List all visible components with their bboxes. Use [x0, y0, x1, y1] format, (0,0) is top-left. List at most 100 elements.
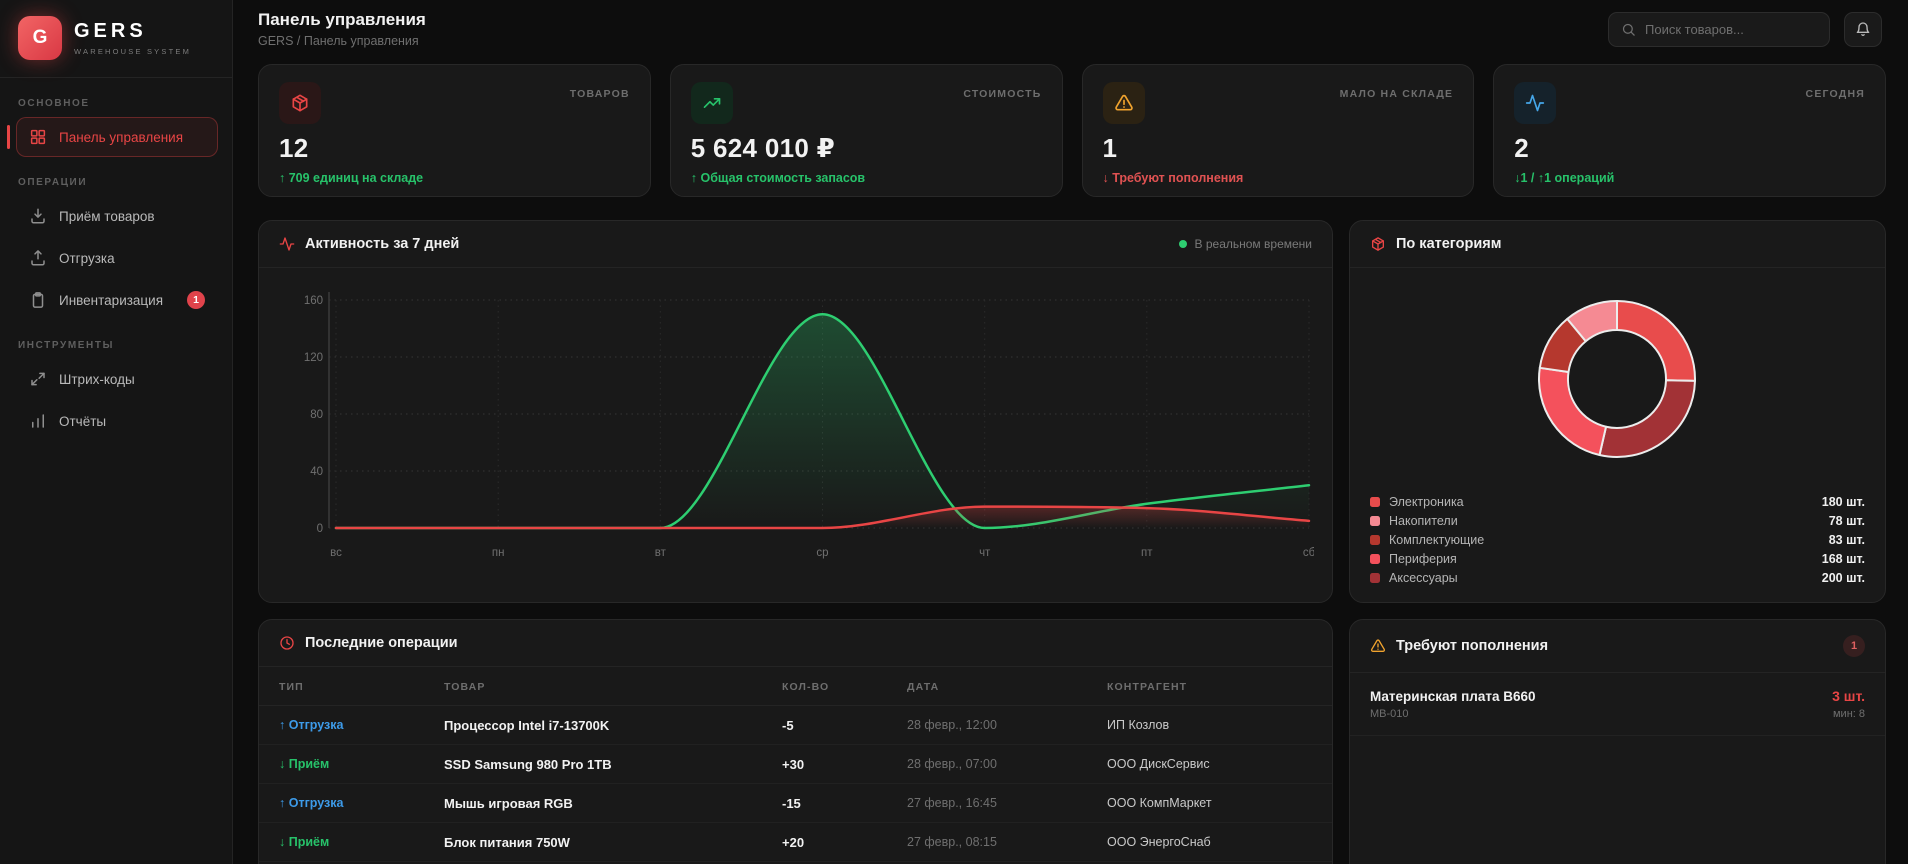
legend-label: Аксессуары [1389, 570, 1458, 585]
svg-text:ср: ср [816, 547, 828, 559]
svg-text:пт: пт [1141, 547, 1153, 559]
stat-value: 1 [1102, 133, 1118, 163]
legend-item[interactable]: Периферия 168 шт. [1370, 549, 1865, 568]
legend-value: 200 шт. [1821, 570, 1865, 585]
categories-panel-title: По категориям [1396, 236, 1502, 252]
operation-type: ↓ Приём [279, 757, 330, 771]
operations-table-header: ТИП ТОВАР КОЛ-ВО ДАТА КОНТРАГЕНТ [259, 667, 1332, 706]
categories-donut-chart [1350, 268, 1885, 492]
legend-item[interactable]: Накопители 78 шт. [1370, 511, 1865, 530]
legend-swatch [1370, 553, 1380, 564]
operation-date: 28 февр., 07:00 [907, 757, 997, 771]
stat-label: ТОВАРОВ [569, 88, 630, 100]
package-icon [290, 93, 310, 113]
operation-type: ↓ Приём [279, 835, 330, 849]
legend-item[interactable]: Электроника 180 шт. [1370, 492, 1865, 511]
bell-icon [1855, 21, 1871, 37]
operations-panel: Последние операции ТИП ТОВАР КОЛ-ВО ДАТА КОН… [258, 619, 1333, 864]
topbar-actions [1608, 11, 1882, 47]
sidebar-item-label: Отгрузка [59, 250, 115, 266]
notifications-button[interactable] [1844, 11, 1882, 47]
stat-subtext: ↓1 / ↑1 операций [1514, 171, 1615, 185]
clock-icon [279, 635, 295, 651]
sidebar-item-label: Отчёты [59, 413, 107, 429]
sidebar-item-dashboard[interactable]: Панель управления [7, 117, 218, 157]
topbar: Панель управления GERS / Панель управлен… [233, 0, 1908, 56]
svg-text:чт: чт [979, 547, 991, 559]
column-header: ТОВАР [444, 681, 486, 693]
column-header: ТИП [279, 681, 304, 693]
operation-product: SSD Samsung 980 Pro 1TB [444, 756, 612, 772]
activity-icon [1525, 93, 1545, 113]
svg-text:160: 160 [304, 295, 323, 307]
alert-triangle-icon [1114, 93, 1134, 113]
svg-text:40: 40 [310, 466, 323, 478]
operation-date: 28 февр., 12:00 [907, 718, 997, 732]
sidebar-item-reports[interactable]: Отчёты [16, 401, 218, 441]
operation-quantity: -15 [782, 795, 801, 811]
legend-label: Комплектующие [1389, 532, 1485, 547]
operation-counterparty: ИП Козлов [1107, 718, 1170, 732]
operation-type: ↑ Отгрузка [279, 796, 344, 810]
operation-counterparty: ООО ЭнергоСнаб [1107, 835, 1211, 849]
clipboard-icon [29, 291, 47, 309]
stat-subtext: ↑ Общая стоимость запасов [690, 171, 866, 185]
search-box[interactable] [1608, 11, 1830, 47]
sidebar-item-inventory[interactable]: Инвентаризация 1 [16, 280, 218, 320]
legend-swatch [1370, 534, 1380, 545]
sidebar-section-label: ИНСТРУМЕНТЫ [18, 340, 114, 351]
column-header: ДАТА [907, 681, 940, 693]
topbar-titles: Панель управления GERS / Панель управлен… [258, 10, 426, 48]
sidebar-section: ОПЕРАЦИИ Приём товаров Отгрузка Инвентариза… [0, 177, 232, 320]
svg-text:сб: сб [1303, 547, 1314, 559]
legend-swatch [1370, 572, 1380, 583]
bar-chart-icon [29, 412, 47, 430]
svg-text:вс: вс [330, 547, 342, 559]
legend-value: 83 шт. [1828, 532, 1865, 547]
sidebar-item-shipping[interactable]: Отгрузка [16, 238, 218, 278]
stat-label: СТОИМОСТЬ [963, 88, 1042, 100]
operation-quantity: +30 [782, 756, 805, 772]
legend-swatch [1370, 515, 1380, 526]
legend-item[interactable]: Аксессуары 200 шт. [1370, 568, 1865, 587]
operations-panel-title: Последние операции [305, 635, 458, 651]
alert-triangle-icon [1370, 638, 1386, 654]
stat-subtext: ↓ Требуют пополнения [1102, 171, 1244, 185]
operation-type: ↑ Отгрузка [279, 718, 344, 732]
stat-card: МАЛО НА СКЛАДЕ 1 ↓ Требуют пополнения [1081, 64, 1475, 197]
package-icon [1370, 236, 1386, 252]
restock-count-badge: 1 [1843, 635, 1865, 657]
sidebar-nav: ОСНОВНОЕ Панель управления ОПЕРАЦИИ Приём т… [0, 98, 232, 441]
logo-initial: G [32, 27, 48, 48]
operation-counterparty: ООО КомпМаркет [1107, 796, 1212, 810]
column-header: КОЛ-ВО [782, 681, 830, 693]
realtime-status: В реальном времени [1178, 237, 1312, 251]
stat-value: 5 624 010 ₽ [690, 133, 836, 163]
logo-subtitle: WAREHOUSE SYSTEM [74, 47, 192, 56]
download-icon [29, 207, 47, 225]
sidebar-item-barcodes[interactable]: Штрих-коды [16, 359, 218, 399]
stat-label: СЕГОДНЯ [1805, 88, 1865, 100]
operations-panel-header: Последние операции [259, 620, 1332, 667]
operation-quantity: -5 [782, 717, 794, 733]
categories-legend: Электроника 180 шт. Накопители 78 шт. Компле… [1350, 492, 1885, 601]
restock-item-sku: MB-010 [1370, 707, 1409, 720]
grid-icon [29, 128, 47, 146]
stat-value: 12 [279, 133, 309, 163]
activity-panel: Активность за 7 дней В реальном времени … [258, 220, 1333, 603]
dashboard-content: ТОВАРОВ 12 ↑ 709 единиц на складе СТОИМОСТЬ… [233, 56, 1908, 864]
svg-text:пн: пн [492, 547, 505, 559]
legend-item[interactable]: Комплектующие 83 шт. [1370, 530, 1865, 549]
restock-panel: Требуют пополнения 1 Материнская плата B… [1349, 619, 1886, 864]
sidebar-item-receiving[interactable]: Приём товаров [16, 196, 218, 236]
search-input[interactable] [1645, 21, 1817, 37]
restock-panel-header: Требуют пополнения 1 [1350, 620, 1885, 673]
column-header: КОНТРАГЕНТ [1107, 681, 1188, 693]
legend-label: Периферия [1389, 551, 1457, 566]
operation-product: Процессор Intel i7-13700K [444, 717, 610, 733]
stat-card: СЕГОДНЯ 2 ↓1 / ↑1 операций [1493, 64, 1886, 197]
legend-value: 180 шт. [1821, 494, 1865, 509]
breadcrumb: GERS / Панель управления [258, 34, 419, 48]
page-title: Панель управления [258, 10, 426, 29]
